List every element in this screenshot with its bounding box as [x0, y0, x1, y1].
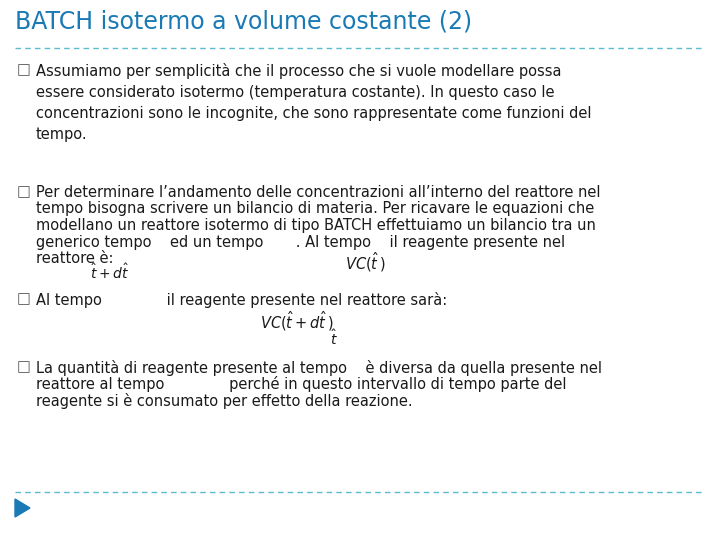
Text: □: □: [17, 62, 31, 77]
Text: reattore al tempo              perché in questo intervallo di tempo parte del: reattore al tempo perché in questo inter…: [36, 376, 567, 393]
Text: Al tempo              il reagente presente nel reattore sarà:: Al tempo il reagente presente nel reatto…: [36, 292, 447, 308]
Text: Assumiamo per semplicità che il processo che si vuole modellare possa
essere con: Assumiamo per semplicità che il processo…: [36, 63, 592, 142]
Text: reattore è:: reattore è:: [36, 251, 114, 266]
Text: reagente si è consumato per effetto della reazione.: reagente si è consumato per effetto dell…: [36, 393, 413, 409]
Text: Per determinare l’andamento delle concentrazioni all’interno del reattore nel: Per determinare l’andamento delle concen…: [36, 185, 600, 200]
Text: □: □: [17, 291, 31, 306]
Text: BATCH isotermo a volume costante (2): BATCH isotermo a volume costante (2): [15, 10, 472, 34]
Text: $VC(\hat{t}\,)$: $VC(\hat{t}\,)$: [345, 250, 385, 274]
Text: $\hat{t}$: $\hat{t}$: [330, 328, 338, 348]
Text: La quantità di reagente presente al tempo    è diversa da quella presente nel: La quantità di reagente presente al temp…: [36, 360, 602, 376]
Text: □: □: [17, 184, 31, 199]
Text: generico tempo    ed un tempo       . Al tempo    il reagente presente nel: generico tempo ed un tempo . Al tempo il…: [36, 234, 565, 249]
Polygon shape: [15, 499, 30, 517]
Text: modellano un reattore isotermo di tipo BATCH effettuiamo un bilancio tra un: modellano un reattore isotermo di tipo B…: [36, 218, 596, 233]
Text: tempo bisogna scrivere un bilancio di materia. Per ricavare le equazioni che: tempo bisogna scrivere un bilancio di ma…: [36, 201, 594, 217]
Text: □: □: [17, 359, 31, 374]
Text: $VC(\hat{t}+d\hat{t}\,)$: $VC(\hat{t}+d\hat{t}\,)$: [260, 309, 333, 333]
Text: $\hat{t}+d\hat{t}$: $\hat{t}+d\hat{t}$: [90, 262, 129, 282]
